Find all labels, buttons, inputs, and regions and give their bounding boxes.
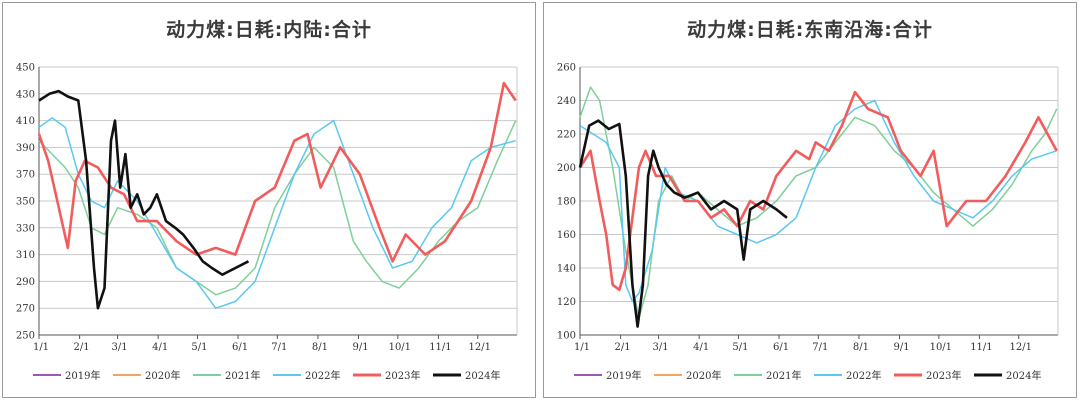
legend-label: 2022年 [305, 369, 340, 382]
x-tick-label: 7/1 [271, 342, 287, 353]
x-tick-label: 2/1 [74, 342, 90, 353]
y-tick-label: 200 [557, 163, 576, 174]
x-tick-label: 12/1 [1009, 342, 1031, 353]
series-line-2023 [578, 90, 1058, 292]
y-tick-label: 120 [557, 297, 576, 308]
legend-label: 2024年 [465, 369, 500, 382]
legend-label: 2021年 [225, 369, 260, 382]
y-tick-label: 410 [16, 116, 35, 127]
series-line-2024 [38, 89, 250, 310]
chart-panel-southeast-coast: 动力煤:日耗:东南沿海:合计 100 120 140 160 180 200 220 240 2… [543, 2, 1077, 398]
series-line-2021 [38, 120, 517, 296]
legend-label: 2019年 [606, 369, 641, 382]
x-tick-label: 12/1 [468, 342, 490, 353]
y-tick-label: 100 [557, 331, 576, 342]
y-tick-label: 250 [16, 331, 35, 342]
x-tick-label: 8/1 [853, 342, 869, 353]
y-tick-label: 160 [557, 230, 576, 241]
legend-label: 2022年 [846, 369, 881, 382]
y-tick-label: 350 [16, 197, 35, 208]
x-tick-label: 11/1 [429, 342, 451, 353]
y-tick-label: 180 [557, 197, 576, 208]
y-tick-label: 330 [16, 223, 35, 234]
legend-label: 2020年 [145, 369, 180, 382]
x-tick-label: 1/1 [33, 342, 49, 353]
legend-label: 2019年 [65, 369, 100, 382]
series-line-2021 [579, 86, 1058, 320]
x-tick-label: 9/1 [352, 342, 368, 353]
line-chart-southeast-coast: 100 120 140 160 180 200 220 240 260 1/1 2/1 3/1 4/1 5… [557, 63, 1059, 382]
y-tick-label: 390 [16, 143, 35, 154]
legend-label: 2024年 [1006, 369, 1041, 382]
chart-panel-inland: 动力煤:日耗:内陆:合计 250 270 290 310 330 350 370 390 410… [2, 2, 536, 398]
y-tick-label: 310 [16, 250, 35, 261]
x-tick-label: 10/1 [930, 342, 952, 353]
x-tick-label: 4/1 [693, 342, 709, 353]
x-tick-label: 6/1 [773, 342, 789, 353]
y-tick-label: 260 [557, 63, 576, 74]
series-line-2022 [579, 99, 1057, 303]
x-tick-label: 8/1 [312, 342, 328, 353]
x-tick-label: 1/1 [574, 342, 590, 353]
y-tick-label: 370 [16, 170, 35, 181]
x-tick-label: 6/1 [232, 342, 248, 353]
y-tick-label: 270 [16, 304, 35, 315]
x-tick-label: 5/1 [191, 342, 207, 353]
x-tick-label: 4/1 [152, 342, 168, 353]
y-tick-label: 140 [557, 264, 576, 275]
x-tick-label: 3/1 [653, 342, 669, 353]
legend-label: 2023年 [385, 369, 420, 382]
x-tick-label: 11/1 [970, 342, 992, 353]
y-tick-label: 290 [16, 277, 35, 288]
legend-label: 2021年 [766, 369, 801, 382]
series-line-2024 [578, 119, 788, 328]
y-tick-label: 430 [16, 89, 35, 100]
series-line-2022 [38, 117, 516, 309]
x-tick-label: 7/1 [812, 342, 828, 353]
y-tick-label: 220 [557, 130, 576, 141]
chart-title: 动力煤:日耗:内陆:合计 [166, 19, 372, 41]
y-tick-label: 240 [557, 96, 576, 107]
y-tick-label: 450 [16, 63, 35, 74]
x-tick-label: 5/1 [732, 342, 748, 353]
x-tick-label: 2/1 [615, 342, 631, 353]
x-tick-label: 3/1 [112, 342, 128, 353]
x-tick-label: 9/1 [893, 342, 909, 353]
chart-title: 动力煤:日耗:东南沿海:合计 [687, 19, 933, 41]
legend-label: 2020年 [686, 369, 721, 382]
line-chart-inland: 250 270 290 310 330 350 370 390 410 430 450 1/1 2/1 3… [16, 63, 518, 382]
legend-label: 2023年 [926, 369, 961, 382]
x-tick-label: 10/1 [389, 342, 411, 353]
